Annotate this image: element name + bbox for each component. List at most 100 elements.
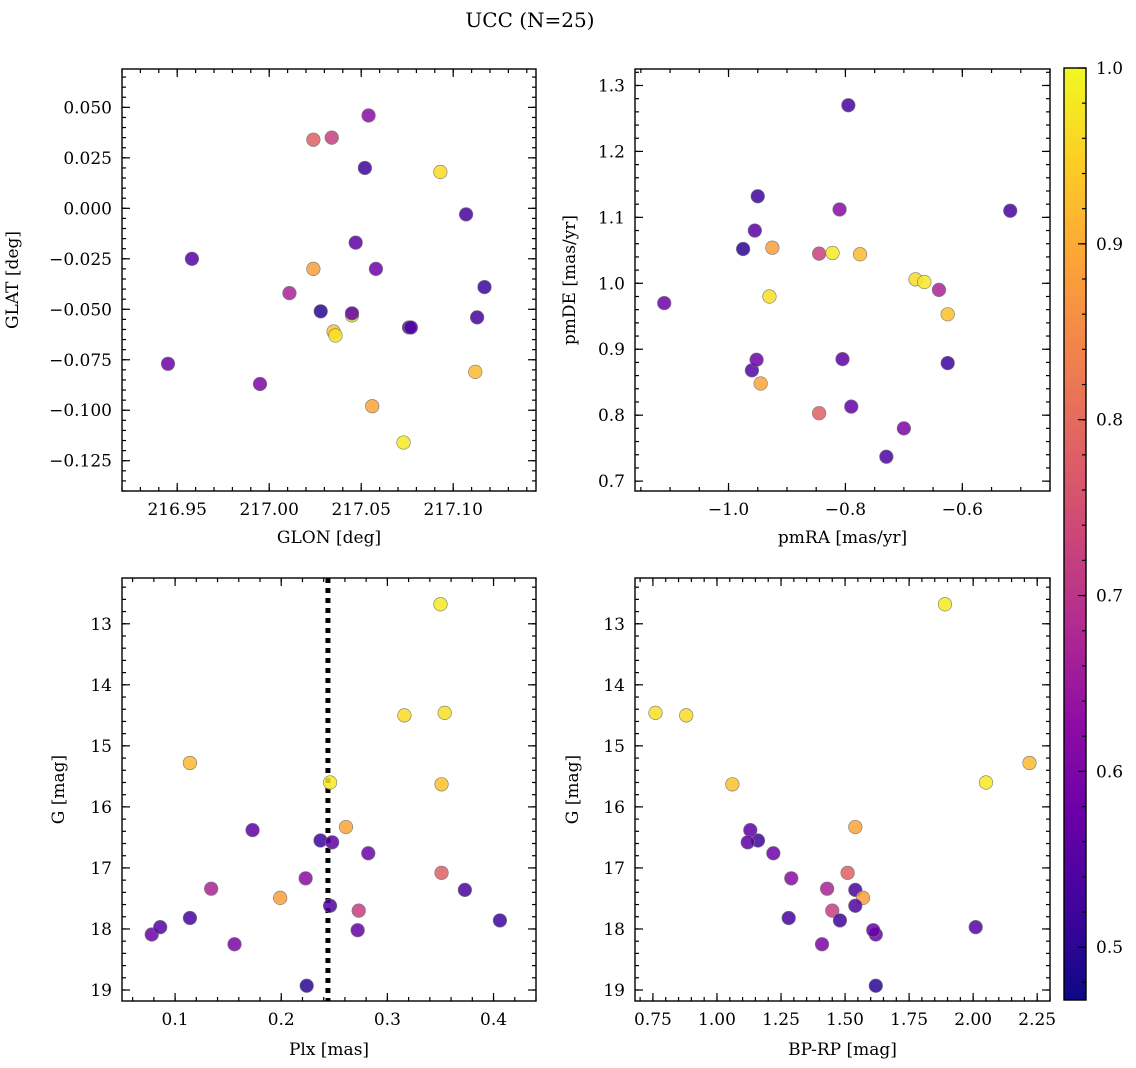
y-tick-label: 18 bbox=[603, 920, 625, 940]
data-point bbox=[313, 833, 328, 848]
x-tick-label: 0.2 bbox=[268, 1010, 295, 1030]
data-point bbox=[437, 705, 452, 720]
data-point bbox=[298, 871, 313, 886]
data-point bbox=[835, 352, 850, 367]
y-tick-label: 16 bbox=[90, 798, 112, 818]
data-point bbox=[848, 898, 863, 913]
data-point bbox=[917, 274, 932, 290]
y-axis-label: pmDE [mas/yr] bbox=[560, 215, 580, 345]
data-point bbox=[784, 871, 799, 886]
data-point bbox=[328, 328, 343, 343]
data-point bbox=[868, 978, 883, 993]
y-tick-label: 13 bbox=[603, 615, 625, 635]
data-point bbox=[866, 923, 881, 938]
x-tick-label: 0.4 bbox=[480, 1010, 507, 1030]
data-point bbox=[750, 189, 765, 204]
y-axis-label: GLAT [deg] bbox=[3, 231, 23, 329]
data-point bbox=[825, 903, 840, 918]
data-point bbox=[765, 240, 780, 255]
x-tick-label: 1.00 bbox=[698, 1010, 736, 1030]
data-point bbox=[350, 923, 365, 938]
points bbox=[648, 597, 1037, 993]
x-tick-label: 216.95 bbox=[147, 500, 206, 520]
data-point bbox=[762, 289, 777, 304]
colorbar: 0.5 0.6 0.7 0.8 0.9 1.0 bbox=[1063, 59, 1123, 1001]
colorbar-frame bbox=[1063, 67, 1087, 1001]
x-tick-label: 1.50 bbox=[826, 1010, 864, 1030]
data-point bbox=[433, 597, 448, 612]
y-tick-label: 17 bbox=[90, 859, 112, 879]
y-axis-label: G [mag] bbox=[49, 755, 69, 824]
data-point bbox=[322, 898, 338, 913]
points bbox=[657, 98, 1018, 464]
x-axis-label: pmRA [mas/yr] bbox=[778, 528, 907, 548]
x-tick-label: −0.6 bbox=[942, 500, 983, 520]
data-point bbox=[825, 245, 840, 261]
data-point bbox=[812, 406, 827, 421]
data-point bbox=[657, 295, 672, 311]
data-point bbox=[204, 881, 219, 896]
data-point bbox=[396, 435, 411, 450]
x-tick-label: 1.75 bbox=[890, 1010, 928, 1030]
data-point bbox=[458, 207, 474, 222]
data-point bbox=[245, 822, 260, 838]
data-point bbox=[940, 355, 955, 371]
data-point bbox=[492, 913, 508, 928]
data-point bbox=[299, 978, 314, 993]
data-point bbox=[812, 246, 827, 261]
data-point bbox=[153, 920, 168, 935]
data-point bbox=[160, 356, 176, 371]
data-point bbox=[736, 241, 751, 257]
y-tick-label: 13 bbox=[90, 615, 112, 635]
y-tick-label: −0.025 bbox=[49, 250, 112, 270]
axes-frame bbox=[634, 577, 1051, 1002]
x-axis-label: Plx [mas] bbox=[289, 1040, 369, 1060]
x-tick-label: −0.8 bbox=[825, 500, 866, 520]
data-point bbox=[753, 376, 768, 391]
y-tick-label: 0.000 bbox=[63, 199, 112, 219]
y-tick-label: −0.100 bbox=[49, 401, 112, 421]
colorbar-tick-label: 0.9 bbox=[1096, 235, 1123, 255]
data-point bbox=[896, 421, 911, 436]
data-point bbox=[848, 819, 863, 835]
panels: 216.95 217.00 217.05 217.10 −0.125 −0.100 −0.0… bbox=[3, 68, 1056, 1060]
panel-pm: −1.0 −0.8 −0.6 0.7 0.8 0.9 1.0 1.1 1.2 1.3 pmRA [m… bbox=[560, 68, 1051, 548]
y-tick-label: 18 bbox=[90, 920, 112, 940]
y-tick-label: 0.9 bbox=[598, 340, 625, 360]
y-tick-label: 0.7 bbox=[598, 472, 625, 492]
data-point bbox=[931, 282, 947, 297]
colorbar-tick-label: 1.0 bbox=[1096, 59, 1123, 79]
data-point bbox=[879, 449, 894, 464]
data-point bbox=[227, 937, 242, 952]
data-point bbox=[740, 835, 755, 850]
axes-frame bbox=[121, 577, 537, 1002]
data-point bbox=[357, 160, 372, 176]
y-tick-label: 14 bbox=[603, 676, 625, 696]
data-point bbox=[743, 822, 758, 838]
data-point bbox=[648, 705, 663, 720]
data-point bbox=[978, 775, 994, 790]
data-point bbox=[968, 920, 983, 935]
data-point bbox=[273, 890, 288, 905]
data-point bbox=[306, 261, 321, 276]
data-point bbox=[252, 376, 268, 392]
data-point bbox=[832, 913, 848, 928]
y-tick-label: −0.125 bbox=[49, 452, 112, 472]
data-point bbox=[1003, 203, 1018, 218]
data-point bbox=[852, 247, 868, 262]
data-point bbox=[322, 775, 338, 790]
panel-plx-g: 0.1 0.2 0.3 0.4 13 14 15 16 17 18 19 Plx [mas] G [ma… bbox=[49, 577, 537, 1060]
data-point bbox=[397, 708, 412, 723]
y-tick-label: 16 bbox=[603, 798, 625, 818]
y-tick-label: 1.3 bbox=[598, 76, 625, 96]
data-point bbox=[313, 304, 328, 319]
y-tick-label: 14 bbox=[90, 676, 112, 696]
panel-glon-glat: 216.95 217.00 217.05 217.10 −0.125 −0.100 −0.0… bbox=[3, 68, 537, 548]
data-point bbox=[457, 882, 472, 898]
x-tick-label: 0.1 bbox=[162, 1010, 189, 1030]
data-point bbox=[182, 755, 198, 771]
data-point bbox=[368, 261, 384, 276]
points bbox=[160, 108, 492, 450]
data-point bbox=[725, 777, 740, 792]
